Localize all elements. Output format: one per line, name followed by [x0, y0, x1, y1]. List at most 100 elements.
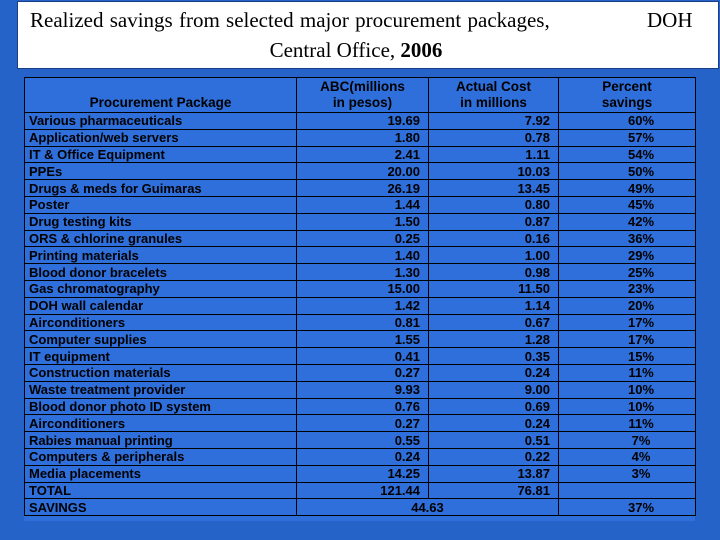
cell-package: Media placements	[24, 464, 297, 483]
cell-percent-savings: 50%	[558, 162, 696, 181]
cell-actual-cost: 11.50	[428, 279, 559, 298]
header-procurement-package: Procurement Package	[24, 77, 297, 113]
title-doh: DOH	[647, 8, 693, 32]
table-row: Drug testing kits 1.50 0.87 42%	[24, 212, 696, 231]
cell-package: TOTAL	[24, 481, 297, 500]
table-row: TOTAL 121.44 76.81	[24, 481, 696, 500]
cell-abc: 0.55	[296, 431, 429, 449]
cell-package: Printing materials	[24, 246, 297, 265]
cell-abc: 1.42	[296, 296, 429, 315]
cell-percent-savings: 54%	[558, 145, 696, 164]
cell-actual-cost: 1.11	[428, 145, 559, 164]
cell-package: Waste treatment provider	[24, 380, 297, 399]
cell-percent-savings: 15%	[558, 347, 696, 365]
cell-abc: 0.81	[296, 313, 429, 332]
title-year: 2006	[400, 38, 443, 62]
table-row: Printing materials 1.40 1.00 29%	[24, 246, 696, 265]
title-text: Realized savings from selected major pro…	[30, 8, 550, 32]
cell-package: Computer supplies	[24, 330, 297, 349]
cell-percent-savings: 4%	[558, 447, 696, 466]
cell-percent-savings: 10%	[558, 380, 696, 399]
savings-percent: 37%	[558, 498, 696, 517]
cell-actual-cost: 0.98	[428, 263, 559, 281]
cell-abc: 1.40	[296, 246, 429, 265]
header-actual-cost: Actual Cost in millions	[428, 77, 559, 113]
cell-package: IT & Office Equipment	[24, 145, 297, 164]
cell-actual-cost: 9.00	[428, 380, 559, 399]
cell-percent-savings: 17%	[558, 330, 696, 349]
cell-actual-cost: 0.67	[428, 313, 559, 332]
cell-actual-cost: 7.92	[428, 112, 559, 130]
table-row: Construction materials 0.27 0.24 11%	[24, 363, 696, 382]
title-line-1: Realized savings from selected major pro…	[30, 8, 720, 33]
cell-percent-savings: 45%	[558, 195, 696, 214]
table-row: Gas chromatography 15.00 11.50 23%	[24, 279, 696, 298]
cell-abc: 0.27	[296, 363, 429, 382]
procurement-table: Procurement Package ABC(millions in peso…	[24, 77, 696, 517]
cell-package: IT equipment	[24, 347, 297, 365]
header-percent-savings: Percent savings	[558, 77, 696, 113]
cell-percent-savings: 49%	[558, 179, 696, 197]
table-row: ORS & chlorine granules 0.25 0.16 36%	[24, 229, 696, 248]
cell-package: Blood donor photo ID system	[24, 397, 297, 416]
title-office: Central Office,	[269, 38, 401, 62]
cell-percent-savings: 25%	[558, 263, 696, 281]
cell-actual-cost: 0.16	[428, 229, 559, 248]
cell-package: DOH wall calendar	[24, 296, 297, 315]
table-header-row: Procurement Package ABC(millions in peso…	[24, 77, 696, 113]
table-row: Media placements 14.25 13.87 3%	[24, 464, 696, 483]
cell-package: Computers & peripherals	[24, 447, 297, 466]
cell-percent-savings: 29%	[558, 246, 696, 265]
cell-package: Airconditioners	[24, 313, 297, 332]
title-line-2: Central Office, 2006	[6, 38, 706, 63]
cell-actual-cost: 1.00	[428, 246, 559, 265]
cell-actual-cost: 13.45	[428, 179, 559, 197]
cell-abc: 20.00	[296, 162, 429, 181]
table-row: Application/web servers 1.80 0.78 57%	[24, 128, 696, 147]
cell-package: Application/web servers	[24, 128, 297, 147]
cell-actual-cost: 1.14	[428, 296, 559, 315]
cell-package: Various pharmaceuticals	[24, 112, 297, 130]
cell-percent-savings: 11%	[558, 363, 696, 382]
header-percent-line2: savings	[601, 95, 653, 110]
cell-percent-savings	[558, 481, 696, 500]
cell-abc: 0.25	[296, 229, 429, 248]
cell-package: ORS & chlorine granules	[24, 229, 297, 248]
cell-package: Construction materials	[24, 363, 297, 382]
cell-actual-cost: 0.69	[428, 397, 559, 416]
cell-package: Drugs & meds for Guimaras	[24, 179, 297, 197]
cell-package: Rabies manual printing	[24, 431, 297, 449]
cell-abc: 0.76	[296, 397, 429, 416]
cell-abc: 9.93	[296, 380, 429, 399]
cell-abc: 2.41	[296, 145, 429, 164]
cell-actual-cost: 0.22	[428, 447, 559, 466]
cell-actual-cost: 1.28	[428, 330, 559, 349]
cell-abc: 1.44	[296, 195, 429, 214]
header-abc-line2: in pesos)	[332, 95, 393, 110]
cell-actual-cost: 10.03	[428, 162, 559, 181]
cell-percent-savings: 20%	[558, 296, 696, 315]
table-row: IT equipment 0.41 0.35 15%	[24, 347, 696, 365]
table-row: Computer supplies 1.55 1.28 17%	[24, 330, 696, 349]
procurement-table-container: Procurement Package ABC(millions in peso…	[24, 77, 696, 521]
cell-percent-savings: 23%	[558, 279, 696, 298]
cell-percent-savings: 42%	[558, 212, 696, 231]
table-row: Poster 1.44 0.80 45%	[24, 195, 696, 214]
cell-percent-savings: 10%	[558, 397, 696, 416]
cell-actual-cost: 0.51	[428, 431, 559, 449]
table-row: Blood donor bracelets 1.30 0.98 25%	[24, 263, 696, 281]
cell-actual-cost: 0.80	[428, 195, 559, 214]
cell-actual-cost: 0.78	[428, 128, 559, 147]
cell-package: Blood donor bracelets	[24, 263, 297, 281]
cell-package: Airconditioners	[24, 414, 297, 433]
table-row: IT & Office Equipment 2.41 1.11 54%	[24, 145, 696, 164]
header-actual-line1: Actual Cost	[455, 79, 531, 94]
cell-abc: 26.19	[296, 179, 429, 197]
table-row: PPEs 20.00 10.03 50%	[24, 162, 696, 181]
title-box: Realized savings from selected major pro…	[18, 2, 718, 68]
cell-actual-cost: 13.87	[428, 464, 559, 483]
cell-abc: 0.24	[296, 447, 429, 466]
cell-actual-cost: 0.24	[428, 414, 559, 433]
table-body: Various pharmaceuticals 19.69 7.92 60% Appli…	[24, 112, 696, 500]
table-row: Drugs & meds for Guimaras 26.19 13.45 49%	[24, 179, 696, 197]
